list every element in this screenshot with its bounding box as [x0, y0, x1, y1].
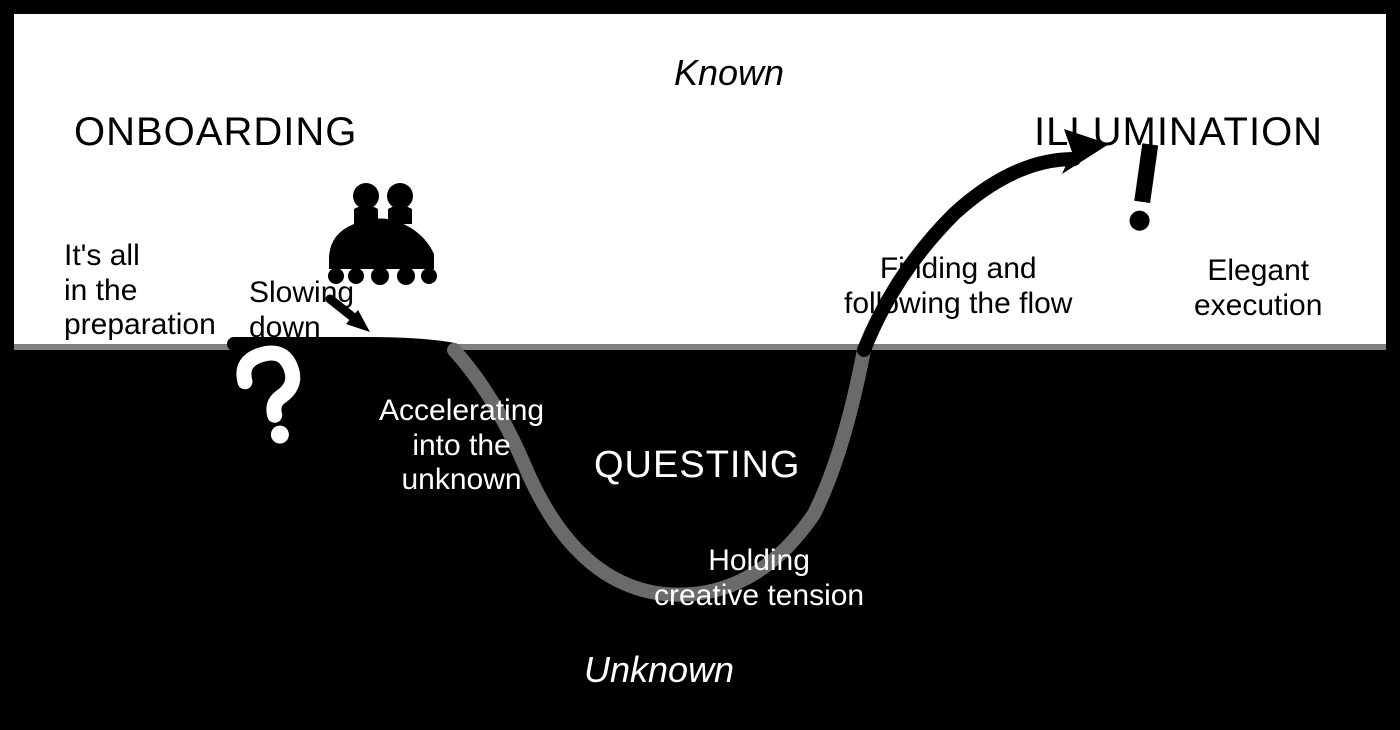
onboarding-heading: ONBOARDING	[74, 109, 357, 155]
finding-flow-label: Finding and following the flow	[844, 252, 1072, 321]
questing-heading: QUESTING	[594, 444, 800, 488]
preparation-label: It's all in the preparation	[64, 239, 216, 343]
accelerating-label: Accelerating into the unknown	[379, 394, 544, 498]
diagram-frame: Known ONBOARDING ILLUMINATION It's all i…	[0, 0, 1400, 730]
elegant-execution-label: Elegant execution	[1194, 254, 1322, 323]
illumination-heading: ILLUMINATION	[1034, 109, 1323, 155]
slowing-down-label: Slowing down	[249, 276, 354, 345]
holding-tension-label: Holding creative tension	[654, 544, 864, 613]
known-label: Known	[674, 52, 784, 93]
unknown-label: Unknown	[584, 649, 734, 690]
